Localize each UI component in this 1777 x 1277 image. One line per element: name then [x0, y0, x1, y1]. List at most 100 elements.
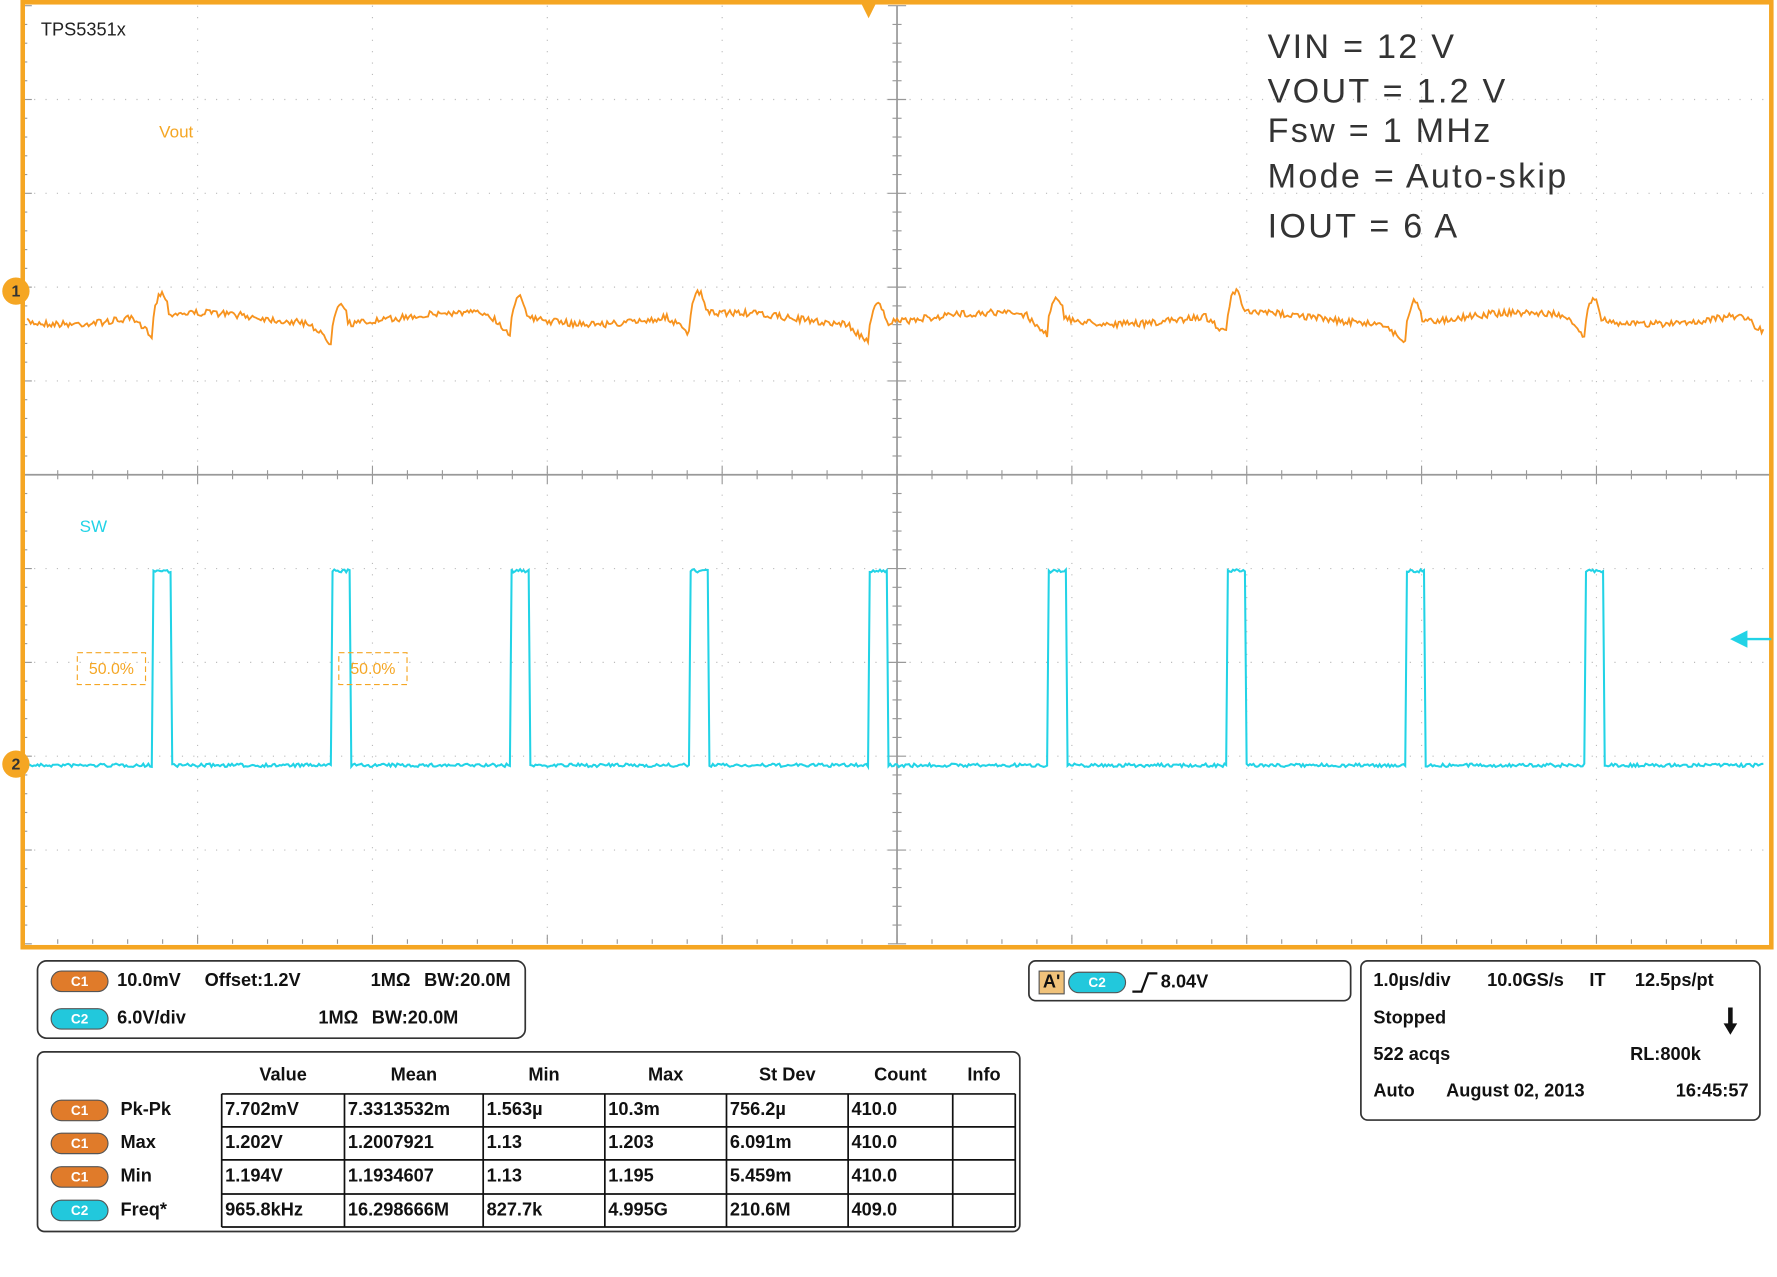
panel-text: Offset:1.2V — [205, 970, 301, 990]
scope-label: TPS5351x — [41, 20, 126, 40]
channel-badge-label: C2 — [71, 1012, 89, 1027]
channel-badge-label: C1 — [71, 1170, 89, 1185]
channel-badge-label: C2 — [71, 1203, 89, 1218]
channel-badge — [50, 1199, 109, 1222]
ch2-marker — [2, 750, 30, 778]
ch1-label: Vout — [159, 123, 193, 142]
annotation: IOUT = 6 A — [1268, 208, 1460, 246]
annotation: VIN = 12 V — [1268, 28, 1457, 66]
panel-text: Max — [121, 1132, 156, 1152]
panel-text: Min — [528, 1065, 559, 1085]
panel-text: 1.194V — [225, 1166, 283, 1186]
trigger-panel — [1028, 960, 1352, 1002]
cursor-box — [338, 652, 408, 686]
panel-text: 1MΩ — [318, 1008, 358, 1028]
channel-badge-label: C1 — [71, 974, 89, 989]
panel-text: 10.3m — [608, 1099, 660, 1119]
panel-text: 1.195 — [608, 1166, 654, 1186]
panel-text: Max — [648, 1065, 683, 1085]
panel-text: 7.702mV — [225, 1099, 299, 1119]
panel-text: 1.203 — [608, 1132, 654, 1152]
panel-text: Info — [967, 1065, 1000, 1085]
ch1-waveform — [26, 287, 1765, 346]
trigger-position — [861, 4, 876, 19]
panel-text: St Dev — [759, 1065, 816, 1085]
panel-text: 1.2007921 — [348, 1132, 434, 1152]
panel-text: 410.0 — [852, 1099, 898, 1119]
panel-text: Count — [874, 1065, 927, 1085]
graticule-border — [20, 0, 1774, 950]
panel-text: 16:45:57 — [1676, 1080, 1749, 1100]
channel-panel — [36, 960, 527, 1040]
panel-text: 522 acqs — [1373, 1044, 1450, 1064]
channel-badge-label: C1 — [71, 1136, 89, 1151]
panel-text: Mean — [391, 1065, 437, 1085]
panel-text: 8.04V — [1161, 971, 1209, 991]
panel-text: 1.13 — [487, 1132, 522, 1152]
channel-badge-label: C1 — [71, 1103, 89, 1118]
panel-text: Stopped — [1373, 1008, 1446, 1028]
panel-text: 1.563µ — [487, 1099, 543, 1119]
panel-text: Freq* — [121, 1199, 168, 1219]
ch2-marker-label: 2 — [11, 756, 20, 773]
panel-text: BW:20.0M — [424, 970, 511, 990]
ch1-marker-label: 1 — [11, 283, 20, 300]
panel-text: 965.8kHz — [225, 1199, 303, 1219]
panel-text: Pk-Pk — [121, 1099, 172, 1119]
annotation: Fsw = 1 MHz — [1268, 112, 1493, 150]
channel-badge — [50, 1099, 109, 1122]
channel-badge — [1068, 971, 1127, 994]
panel-text: IT — [1589, 970, 1605, 990]
ch2-label: SW — [80, 517, 108, 536]
panel-text: August 02, 2013 — [1446, 1080, 1584, 1100]
panel-text: 1.202V — [225, 1132, 283, 1152]
panel-text: 1.1934607 — [348, 1166, 434, 1186]
panel-text: 12.5ps/pt — [1635, 970, 1714, 990]
panel-text: Auto — [1373, 1080, 1414, 1100]
cursor-label: 50.0% — [350, 661, 395, 678]
trigger-slope — [1132, 972, 1158, 993]
panel-text: 4.995G — [608, 1199, 668, 1219]
panel-text: 756.2µ — [730, 1099, 786, 1119]
panel-text: 410.0 — [852, 1166, 898, 1186]
panel-text: 210.6M — [730, 1199, 791, 1219]
panel-text: A' — [1043, 971, 1060, 991]
panel-text: 1.0µs/div — [1373, 970, 1451, 990]
channel-badge — [50, 1132, 109, 1155]
panel-text: 409.0 — [852, 1199, 898, 1219]
panel-text: Min — [121, 1166, 152, 1186]
channel-badge — [50, 1008, 109, 1030]
panel-text: 10.0mV — [117, 970, 181, 990]
trigger-level — [1730, 630, 1772, 648]
channel-badge — [50, 1166, 109, 1188]
panel-text: RL:800k — [1630, 1044, 1702, 1064]
ch2-waveform — [26, 567, 1764, 771]
channel-badge — [50, 970, 109, 993]
annotation: VOUT = 1.2 V — [1268, 72, 1508, 110]
trigger-source-box — [1038, 970, 1065, 995]
panel-text: 1MΩ — [371, 970, 411, 990]
panel-text: 5.459m — [730, 1166, 792, 1186]
timebase-panel — [1360, 960, 1761, 1121]
ch1-marker — [2, 277, 30, 305]
panel-text: BW:20.0M — [372, 1008, 459, 1028]
measurement-panel — [36, 1050, 1021, 1233]
panel-text: 1.13 — [487, 1166, 522, 1186]
panel-text: 16.298666M — [348, 1199, 449, 1219]
panel-text: 6.0V/div — [117, 1008, 187, 1028]
annotation: Mode = Auto-skip — [1268, 158, 1569, 196]
trigger-state-icon — [1723, 1007, 1738, 1035]
panel-text: 6.091m — [730, 1132, 792, 1152]
graticule — [22, 5, 1772, 945]
channel-badge-label: C2 — [1088, 975, 1106, 990]
panel-text: Value — [259, 1065, 307, 1085]
cursor-box — [76, 652, 147, 686]
panels: C1 10.0mV Offset:1.2V 1MΩ BW:20.0M C2 6.0V/div… — [50, 970, 1749, 1228]
panel-text: 827.7k — [487, 1199, 544, 1219]
panel-text: 410.0 — [852, 1132, 898, 1152]
panel-text: 10.0GS/s — [1487, 970, 1564, 990]
cursor-label: 50.0% — [89, 661, 134, 678]
